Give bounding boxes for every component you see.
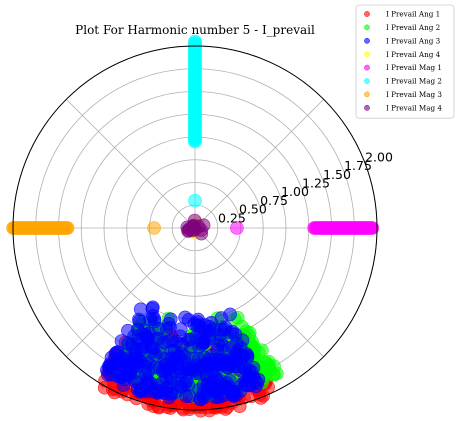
point-i-prevail-ang-3 [158, 357, 173, 372]
angular-gridline [66, 227, 196, 357]
legend-marker [364, 51, 370, 58]
point-i-prevail-ang-3 [133, 302, 148, 317]
legend-label: I Prevail Ang 2 [386, 23, 440, 32]
point-i-prevail-ang-3 [210, 389, 224, 404]
legend-box [355, 4, 455, 119]
point-i-prevail-ang-3 [223, 307, 237, 322]
scatter-points [6, 34, 380, 418]
legend-marker [364, 104, 370, 111]
radial-tick-label: 0.50 [239, 202, 267, 217]
radial-tick-labels: 0.250.500.751.001.251.501.752.00 [218, 149, 393, 225]
legend-marker [364, 37, 370, 44]
point-i-prevail-ang-3 [173, 379, 187, 394]
legend-marker [364, 24, 370, 31]
legend: I Prevail Ang 1 I Prevail Ang 2 I Prevail … [355, 4, 455, 119]
point-i-prevail-ang-3 [181, 361, 196, 375]
legend-label: I Prevail Mag 1 [386, 63, 442, 72]
point-i-prevail-ang-3 [138, 339, 153, 354]
legend-label: I Prevail Ang 1 [386, 10, 440, 19]
legend-marker [364, 11, 370, 17]
point-i-prevail-mag-2 [188, 34, 202, 49]
point-i-prevail-ang-3 [163, 387, 177, 401]
legend-marker [364, 78, 370, 84]
radial-tick-label: 1.25 [302, 176, 330, 191]
radial-tick-label: 0.25 [218, 210, 246, 225]
point-i-prevail-ang-3 [208, 370, 222, 385]
point-i-prevail-mag-3 [147, 221, 161, 235]
point-i-prevail-ang-3 [163, 320, 177, 335]
point-i-prevail-ang-3 [227, 388, 241, 402]
legend-label: I Prevail Ang 3 [386, 36, 441, 45]
point-i-prevail-ang-3 [138, 359, 153, 374]
point-i-prevail-ang-3 [190, 318, 204, 333]
point-i-prevail-ang-3 [146, 300, 160, 315]
angular-gridline [194, 227, 324, 357]
legend-marker [364, 91, 370, 98]
point-i-prevail-ang-3 [202, 352, 217, 367]
point-i-prevail-ang-3 [238, 362, 252, 377]
radial-tick-label: 1.50 [323, 167, 351, 182]
point-i-prevail-ang-3 [223, 373, 237, 388]
point-i-prevail-ang-3 [114, 334, 129, 348]
point-i-prevail-ang-3 [126, 340, 140, 355]
point-i-prevail-ang-3 [228, 327, 243, 342]
radial-tick-label: 0.75 [260, 193, 288, 208]
legend-marker [364, 64, 370, 71]
point-i-prevail-ang-3 [211, 337, 225, 352]
radial-tick-label: 1.00 [281, 184, 309, 199]
legend-label: I Prevail Ang 4 [386, 50, 441, 59]
polar-frame [12, 45, 378, 411]
point-i-prevail-mag-1 [230, 221, 244, 235]
legend-label: I Prevail Mag 2 [386, 77, 442, 86]
point-i-prevail-ang-3 [100, 363, 114, 377]
legend-label: I Prevail Mag 4 [386, 103, 442, 112]
point-i-prevail-mag-1 [365, 221, 380, 235]
radial-tick-label: 1.75 [344, 158, 372, 173]
point-i-prevail-ang-3 [193, 366, 207, 381]
point-i-prevail-ang-3 [184, 340, 198, 354]
angular-gridline [194, 99, 324, 229]
point-i-prevail-ang-3 [114, 370, 128, 385]
radial-tick-label: 2.00 [365, 149, 393, 164]
legend-label: I Prevail Mag 3 [386, 90, 442, 99]
point-i-prevail-ang-3 [217, 353, 232, 368]
angular-gridline [66, 99, 196, 229]
point-i-prevail-ang-3 [109, 345, 123, 360]
point-i-prevail-ang-2 [266, 367, 281, 382]
chart-title: Plot For Harmonic number 5 - I_prevail [75, 23, 315, 37]
point-i-prevail-mag-2 [188, 193, 202, 208]
point-i-prevail-mag-4 [191, 219, 206, 234]
point-i-prevail-ang-3 [201, 324, 215, 339]
point-i-prevail-ang-3 [136, 383, 150, 398]
point-i-prevail-ang-3 [151, 332, 166, 346]
point-i-prevail-ang-3 [231, 347, 246, 361]
